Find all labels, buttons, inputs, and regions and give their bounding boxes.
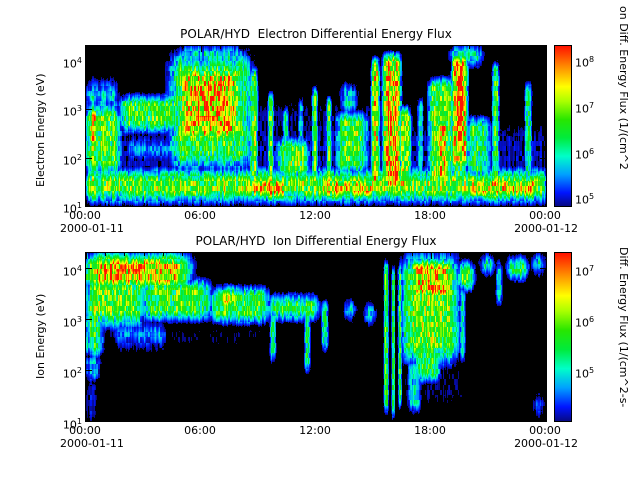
ion-x-tick-label: 06:00 bbox=[184, 424, 216, 437]
electron-colorbar-tick: 105 bbox=[575, 192, 595, 207]
ion-colorbar-tick: 106 bbox=[575, 315, 595, 330]
electron-colorbar-tick: 108 bbox=[575, 55, 595, 70]
ion-x-tick-label: 18:00 bbox=[414, 424, 446, 437]
ion-y-tick-label: 104 bbox=[62, 264, 82, 279]
ion-colorbar-label: Diff. Energy Flux (1/(cm^2-s- bbox=[617, 247, 630, 408]
ion-y-tick-label: 102 bbox=[62, 366, 82, 381]
ion-spectrogram-plot bbox=[85, 252, 547, 422]
ion-colorbar-tick: 105 bbox=[575, 366, 595, 381]
electron-colorbar-label: on Diff. Energy Flux (1/(cm^2 bbox=[617, 6, 630, 170]
ion-x-tick-label: 12:00 bbox=[299, 424, 331, 437]
electron-x-tick-label: 00:00 bbox=[69, 209, 101, 222]
electron-x-tick-label: 12:00 bbox=[299, 209, 331, 222]
electron-y-tick-label: 102 bbox=[62, 153, 82, 168]
electron-y-tick-label: 103 bbox=[62, 104, 82, 119]
ion-x-tick-label: 00:00 bbox=[529, 424, 561, 437]
electron-start-date: 2000-01-11 bbox=[60, 222, 124, 235]
electron-x-tick-label: 18:00 bbox=[414, 209, 446, 222]
ion-colorbar-tick: 107 bbox=[575, 264, 595, 279]
ion-y-tick-label: 101 bbox=[62, 417, 82, 432]
ion-colorbar bbox=[554, 252, 572, 422]
electron-y-tick-label: 101 bbox=[62, 201, 82, 216]
ion-start-date: 2000-01-11 bbox=[60, 437, 124, 450]
ion-end-date: 2000-01-12 bbox=[514, 437, 578, 450]
electron-panel-title: POLAR/HYD Electron Differential Energy F… bbox=[180, 27, 452, 41]
ion-y-tick-label: 103 bbox=[62, 315, 82, 330]
electron-colorbar-tick: 106 bbox=[575, 147, 595, 162]
electron-colorbar-tick: 107 bbox=[575, 101, 595, 116]
electron-colorbar bbox=[554, 45, 572, 207]
electron-spectrogram-plot bbox=[85, 45, 547, 207]
ion-x-tick-label: 00:00 bbox=[69, 424, 101, 437]
ion-panel-title: POLAR/HYD Ion Differential Energy Flux bbox=[195, 234, 437, 248]
electron-y-axis-label: Electron Energy (eV) bbox=[34, 73, 47, 188]
electron-y-tick-label: 104 bbox=[62, 56, 82, 71]
electron-x-tick-label: 06:00 bbox=[184, 209, 216, 222]
electron-end-date: 2000-01-12 bbox=[514, 222, 578, 235]
electron-x-tick-label: 00:00 bbox=[529, 209, 561, 222]
